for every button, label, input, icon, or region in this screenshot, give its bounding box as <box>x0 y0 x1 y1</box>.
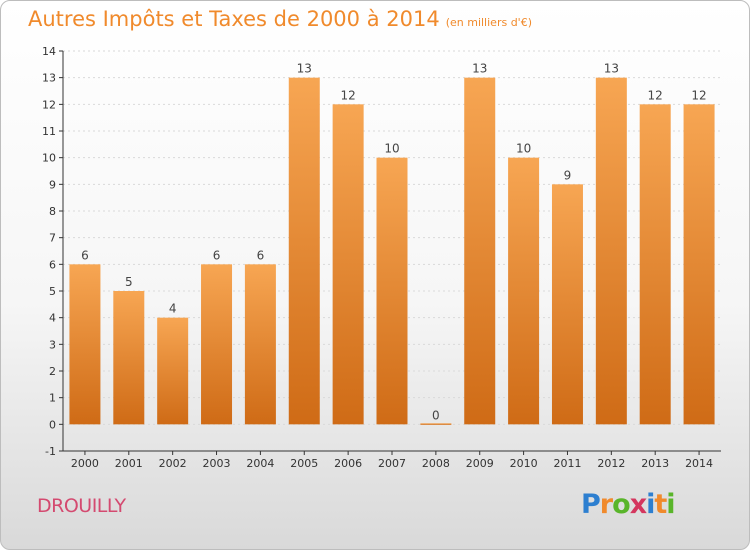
y-tick-label: 6 <box>49 258 56 271</box>
y-tick-label: 2 <box>49 365 56 378</box>
data-label: 6 <box>81 248 89 262</box>
value-labels: 6 5 4 6 6 13 12 10 0 13 10 9 13 12 12 <box>81 62 707 423</box>
x-tick-label: 2010 <box>510 457 538 470</box>
y-tick-label: 11 <box>42 125 56 138</box>
x-tick-label: 2011 <box>553 457 581 470</box>
logo-letter: i <box>666 489 675 520</box>
y-tick-label: 10 <box>42 152 56 165</box>
data-label: 10 <box>384 142 399 156</box>
x-tick-label: 2008 <box>422 457 450 470</box>
data-label: 10 <box>516 142 531 156</box>
logo-letter: t <box>654 489 667 520</box>
data-label: 13 <box>297 62 312 76</box>
x-tick-label: 2000 <box>71 457 99 470</box>
x-tick-label: 2005 <box>290 457 318 470</box>
x-tick-label: 2001 <box>115 457 143 470</box>
data-label: 6 <box>257 248 265 262</box>
data-label: 12 <box>340 88 355 102</box>
bar <box>376 157 408 425</box>
y-tick-label: -1 <box>45 445 56 458</box>
y-tick-label: 7 <box>49 232 56 245</box>
x-tick-label: 2009 <box>466 457 494 470</box>
bar <box>508 157 540 425</box>
y-tick-label: 3 <box>49 338 56 351</box>
x-tick-label: 2007 <box>378 457 406 470</box>
x-tick-label: 2002 <box>159 457 187 470</box>
logo-letter: r <box>599 489 613 520</box>
bars <box>69 77 715 425</box>
proxiti-logo: Proxiti <box>581 489 676 520</box>
logo-letter: P <box>581 489 601 520</box>
y-tick-label: 14 <box>42 45 56 58</box>
data-label: 4 <box>169 302 177 316</box>
y-tick-label: 4 <box>49 312 56 325</box>
x-tick-label: 2003 <box>203 457 231 470</box>
data-label: 12 <box>691 88 706 102</box>
bar <box>157 317 189 425</box>
bar <box>288 77 320 425</box>
bar <box>420 423 452 425</box>
bar <box>639 104 671 425</box>
y-tick-label: 5 <box>49 285 56 298</box>
bar <box>244 264 276 425</box>
bar <box>551 184 583 425</box>
commune-name: DROUILLY <box>37 495 126 517</box>
data-label: 13 <box>604 62 619 76</box>
bar <box>332 104 364 425</box>
y-tick-label: 0 <box>49 418 56 431</box>
x-tick-label: 2012 <box>597 457 625 470</box>
x-tick-label: 2013 <box>641 457 669 470</box>
data-label: 12 <box>648 88 663 102</box>
bar <box>683 104 715 425</box>
data-label: 13 <box>472 62 487 76</box>
bar <box>201 264 233 425</box>
x-tick-label: 2014 <box>685 457 713 470</box>
title-main: Autres Impôts et Taxes de 2000 à 2014 <box>28 7 440 31</box>
data-label: 0 <box>432 408 440 422</box>
bar <box>69 264 101 425</box>
data-label: 5 <box>125 275 133 289</box>
bar <box>113 291 145 425</box>
x-tick-label: 2006 <box>334 457 362 470</box>
y-tick-label: 13 <box>42 72 56 85</box>
logo-letter: o <box>612 489 631 520</box>
chart-title: Autres Impôts et Taxes de 2000 à 2014 (en… <box>28 7 532 31</box>
bar <box>595 77 627 425</box>
y-tick-label: 12 <box>42 98 56 111</box>
x-tick-label: 2004 <box>246 457 274 470</box>
data-label: 9 <box>564 168 572 182</box>
title-unit: (en milliers d'€) <box>445 16 532 29</box>
y-tick-label: 8 <box>49 205 56 218</box>
y-tick-label: 1 <box>49 392 56 405</box>
y-tick-label: 9 <box>49 178 56 191</box>
logo-letter: i <box>646 489 655 520</box>
data-label: 6 <box>213 248 221 262</box>
bar <box>464 77 496 425</box>
logo-letter: x <box>629 489 647 520</box>
